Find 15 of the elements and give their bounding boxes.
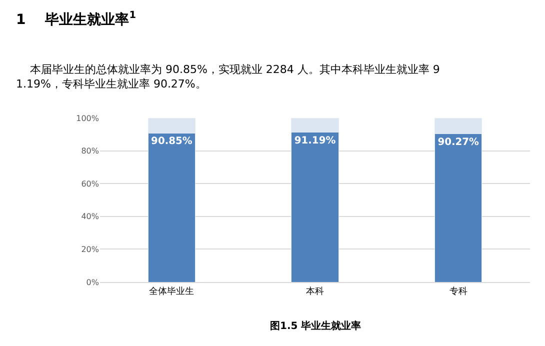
data-label: 91.19% [294, 135, 336, 146]
y-tick-label: 20% [81, 245, 100, 254]
y-tick-label: 100% [76, 114, 100, 123]
y-tick-label: 40% [81, 212, 100, 222]
data-label: 90.27% [438, 136, 480, 148]
data-label: 90.85% [151, 136, 192, 147]
chart-subtitle: 本届毕业生的总体就业率为 90.85%，实现就业 2284 人。其中本科毕业生就业率 91.19%，专科毕业生就业率 90.27%。 [16, 63, 440, 90]
y-tick-label: 80% [81, 146, 100, 156]
x-tick-label: 本科 [306, 286, 324, 297]
caption: 图1.5 毕业生就业率 [270, 320, 362, 332]
x-tick-label: 专科 [449, 286, 468, 297]
chart-title: 1 毕业生就业率$^{1}$ [16, 10, 136, 28]
y-tick-label: 60% [81, 179, 100, 188]
x-tick-label: 全体毕业生 [149, 286, 194, 297]
y-tick-label: 0% [86, 278, 100, 287]
